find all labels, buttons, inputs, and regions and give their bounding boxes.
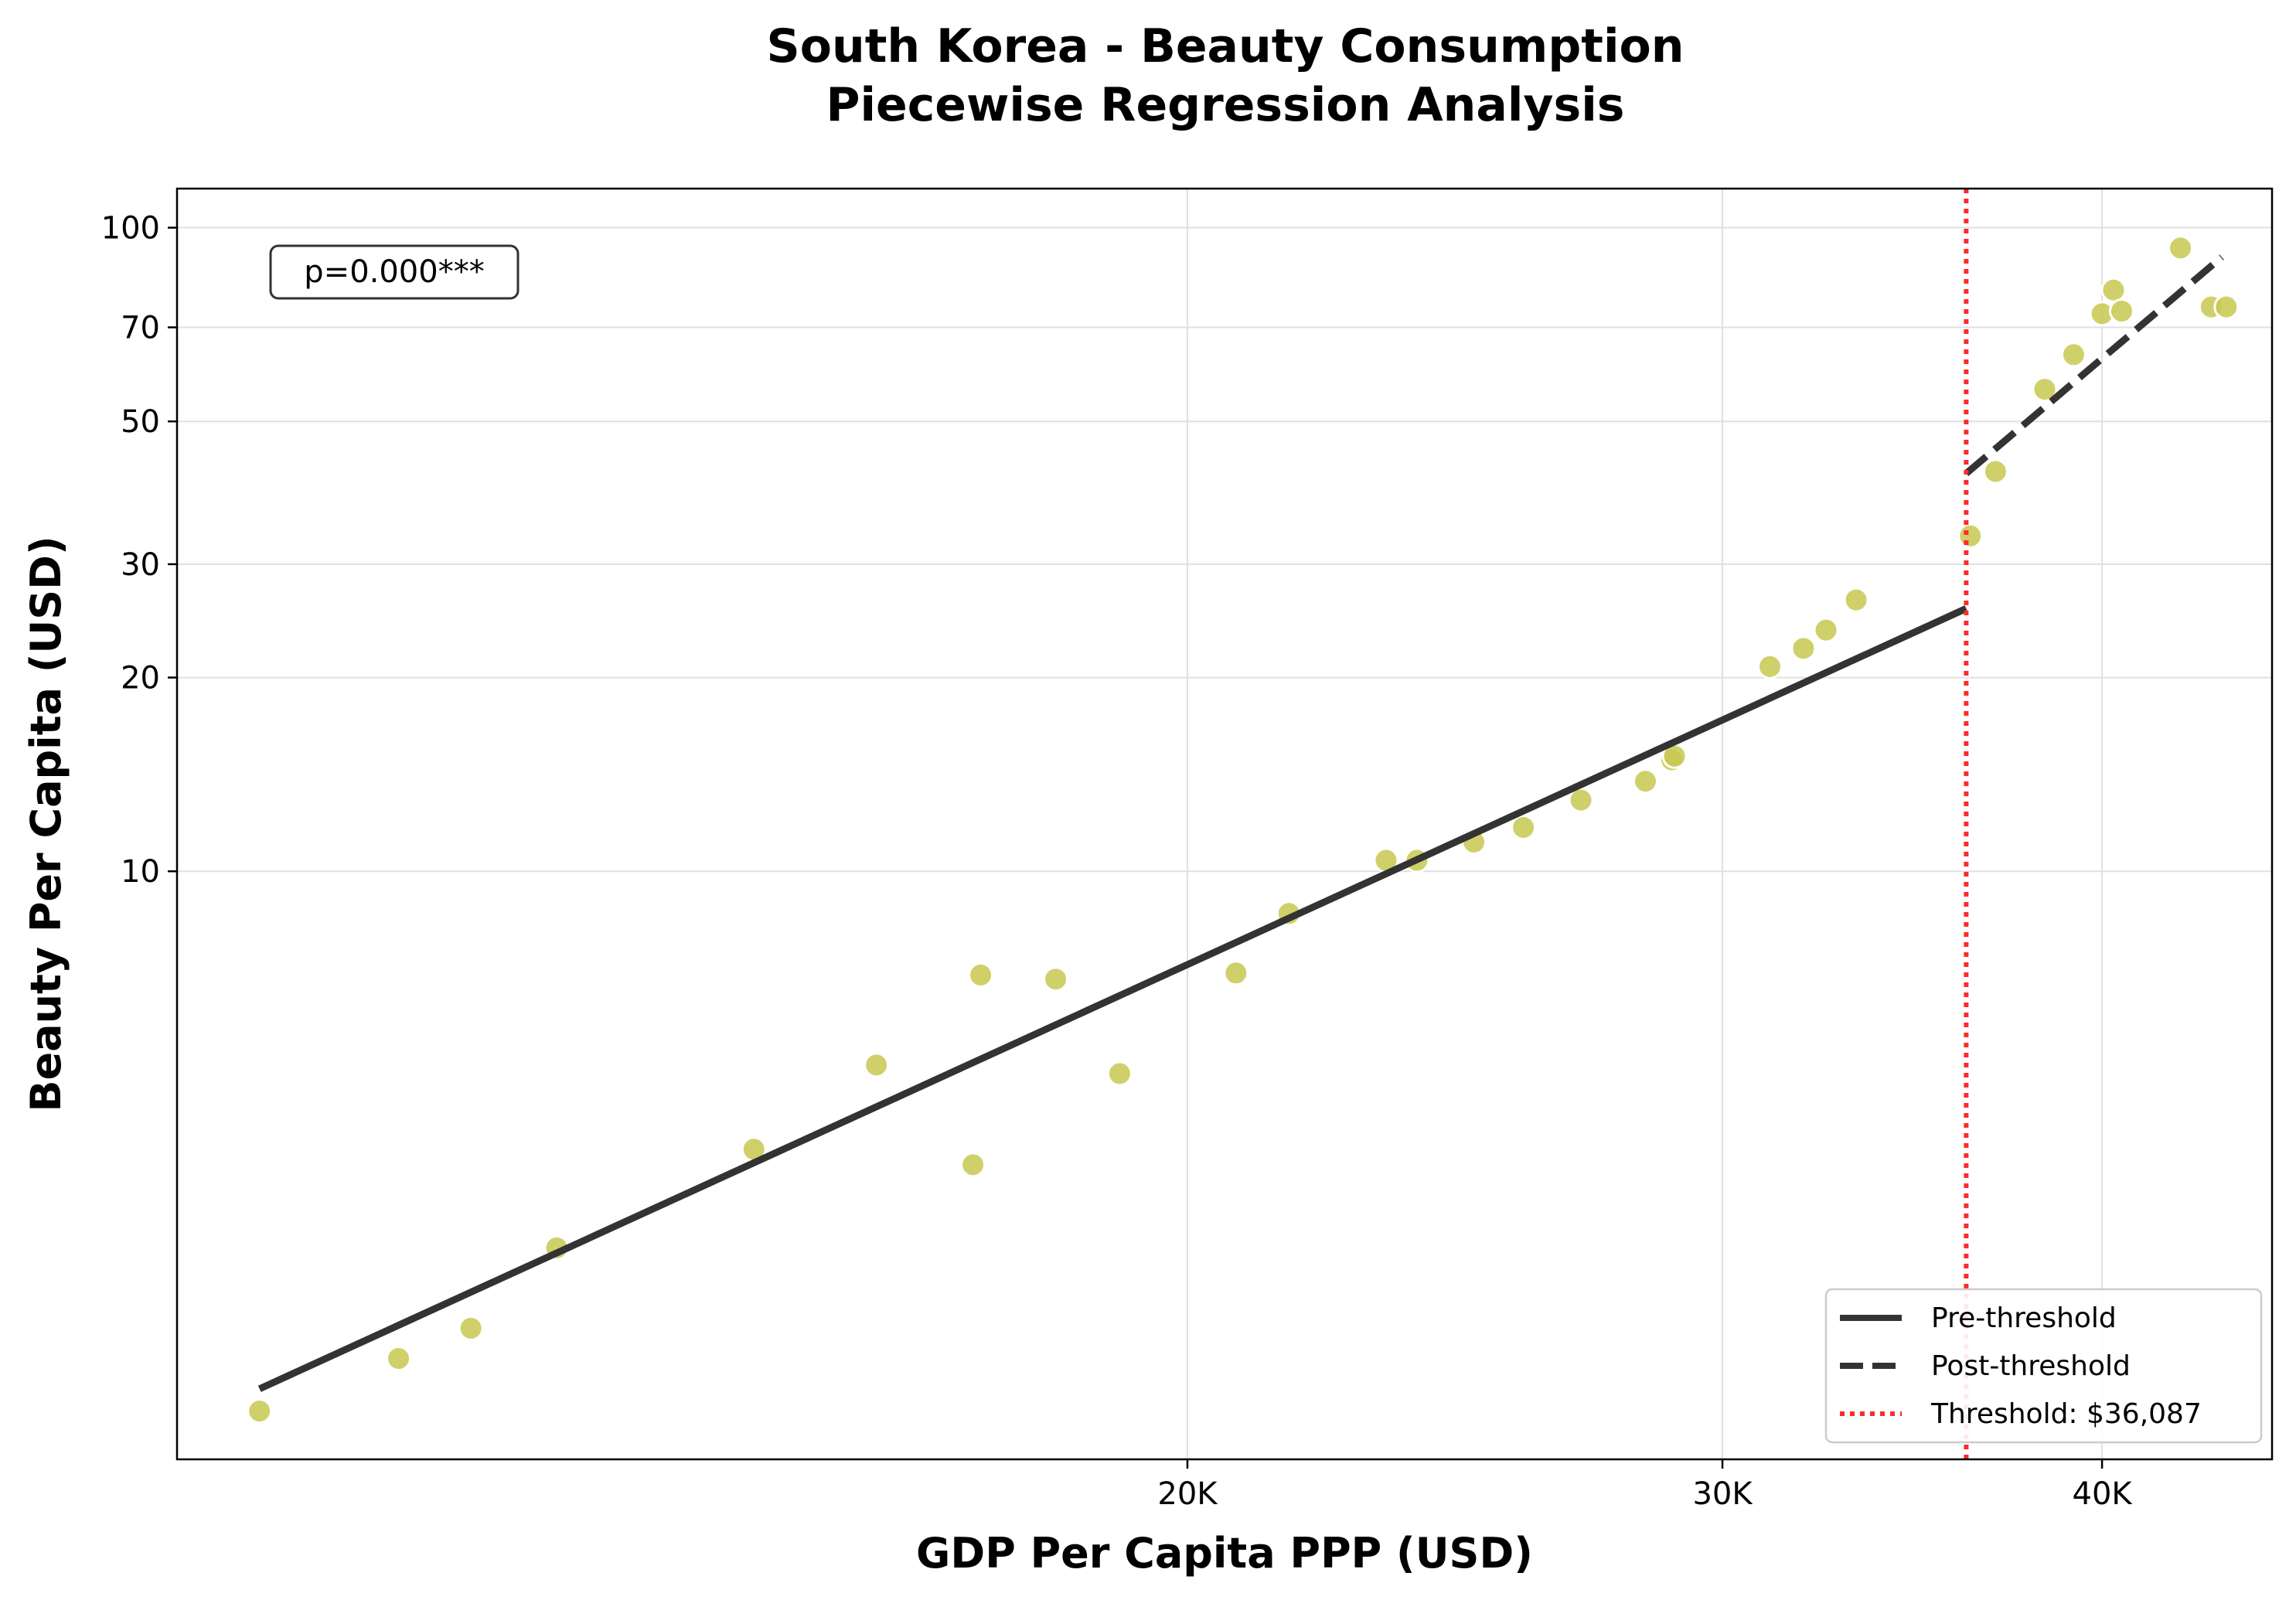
pre-threshold-line: [257, 605, 1968, 1392]
data-point: [2168, 235, 2194, 261]
data-point: [1106, 1060, 1133, 1087]
legend-label-threshold: Threshold: $36,087: [1930, 1398, 2202, 1430]
data-point: [386, 1346, 412, 1372]
y-tick-label: 30: [121, 547, 160, 583]
data-point: [1568, 787, 1594, 813]
data-point: [968, 962, 994, 988]
data-point: [1043, 966, 1069, 992]
data-point: [1632, 768, 1658, 795]
y-tick-label: 100: [101, 211, 160, 247]
data-point: [1790, 635, 1817, 662]
x-axis-label: GDP Per Capita PPP (USD): [916, 1529, 1533, 1578]
data-point: [864, 1052, 890, 1078]
data-point: [1223, 960, 1249, 986]
y-tick-label: 10: [121, 854, 160, 890]
post-threshold-line: [1964, 254, 2224, 477]
data-point: [458, 1315, 484, 1341]
data-point: [2100, 277, 2127, 303]
y-tick-label: 50: [121, 404, 160, 440]
x-tick-label: 20K: [1157, 1476, 1218, 1512]
p-value-box: [269, 244, 519, 300]
data-point: [2032, 376, 2058, 403]
data-point: [960, 1152, 986, 1178]
data-point: [2060, 342, 2086, 368]
y-tick-label: 20: [121, 661, 160, 696]
data-point: [1813, 617, 1839, 643]
grid: [177, 189, 2272, 1459]
y-tick-label: 70: [121, 311, 160, 346]
data-point: [2213, 294, 2240, 320]
chart-title-line-2: Piecewise Regression Analysis: [826, 78, 1624, 132]
x-tick-label: 40K: [2073, 1476, 2134, 1512]
p-value-annotation: p=0.000***: [304, 254, 484, 290]
legend-label-pre-threshold: Pre-threshold: [1931, 1302, 2117, 1334]
chart-title-line-1: South Korea - Beauty Consumption: [767, 19, 1685, 73]
legend-label-post-threshold: Post-threshold: [1931, 1350, 2131, 1382]
legend: Pre-threshold Post-threshold Threshold: …: [1824, 1288, 2263, 1444]
axis-ticks: 20K 30K 40K 10 20 30 50 70 100: [101, 211, 2134, 1512]
plot-frame: [175, 187, 2274, 1461]
data-point: [1757, 653, 1783, 679]
data-point: [1843, 587, 1869, 613]
data-point: [247, 1398, 273, 1425]
legend-box: [1824, 1288, 2263, 1444]
data-point: [1957, 523, 1984, 549]
y-axis-label: Beauty Per Capita (USD): [22, 536, 70, 1111]
data-point: [2109, 298, 2135, 324]
x-tick-label: 30K: [1692, 1476, 1753, 1512]
data-point: [1511, 814, 1537, 840]
data-point: [1982, 458, 2008, 485]
plot-data: [247, 189, 2240, 1459]
